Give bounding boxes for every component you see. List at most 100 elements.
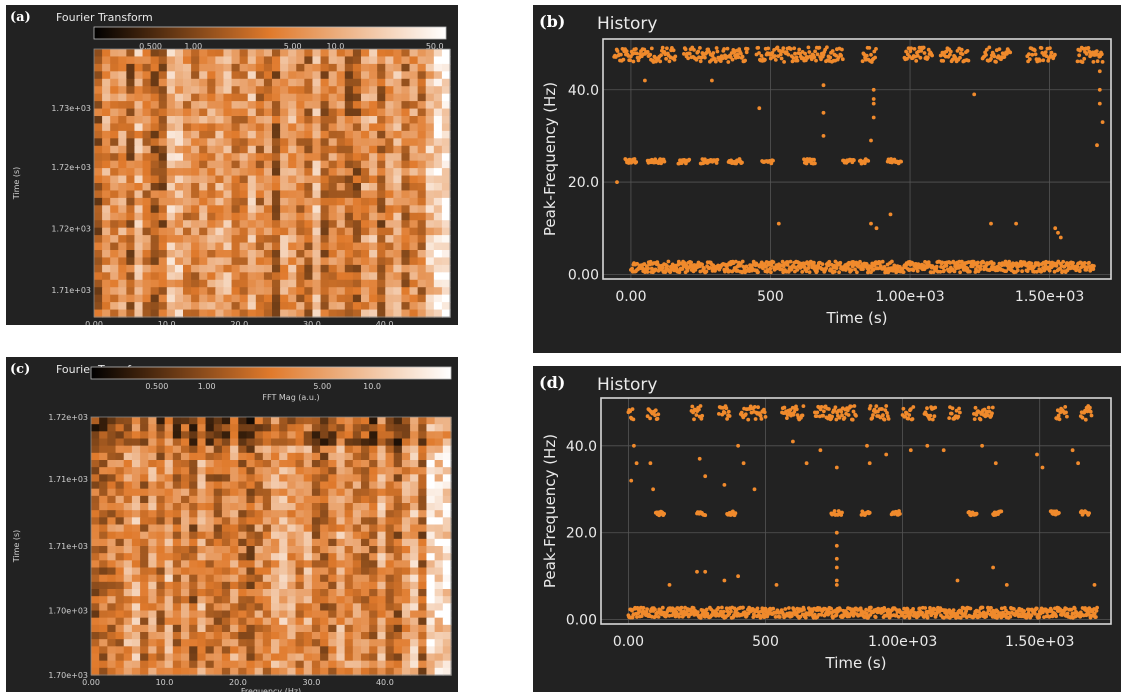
heatmap-cell — [393, 481, 403, 490]
data-point — [813, 49, 817, 54]
panel-label-d: (d) — [539, 373, 565, 392]
heatmap-cell — [230, 452, 239, 461]
heatmap-cell — [262, 646, 272, 655]
heatmap-cell — [434, 581, 444, 590]
heatmap-cell — [426, 431, 436, 440]
heatmap-cell — [123, 581, 133, 590]
heatmap-cell — [262, 460, 272, 468]
heatmap-cell — [393, 510, 403, 518]
data-point — [981, 260, 986, 265]
heatmap-cell — [311, 574, 321, 583]
heatmap-cell — [287, 517, 297, 526]
heatmap-cell — [320, 287, 330, 296]
heatmap-cell — [115, 510, 125, 518]
heatmap-cell — [107, 653, 117, 662]
heatmap-cell — [158, 183, 168, 192]
y-tick-label: 1.70e+03 — [48, 671, 88, 680]
heatmap-cell — [246, 617, 256, 626]
heatmap-cell — [401, 287, 411, 296]
heatmap-cell — [150, 116, 160, 125]
heatmap-cell — [369, 197, 378, 206]
heatmap-cell — [385, 474, 395, 483]
heatmap-cell — [262, 632, 272, 640]
heatmap-cell — [442, 531, 452, 540]
heatmap-cell — [126, 250, 136, 259]
heatmap-cell — [296, 309, 305, 318]
heatmap-cell — [344, 452, 354, 461]
heatmap-cell — [352, 481, 362, 490]
heatmap-cell — [102, 287, 111, 296]
heatmap-cell — [99, 510, 108, 518]
heatmap-cell — [369, 546, 378, 554]
heatmap-cell — [126, 49, 136, 58]
heatmap-cell — [272, 145, 281, 154]
heatmap-cell — [418, 474, 428, 483]
heatmap-cell — [150, 63, 160, 72]
data-point — [926, 55, 930, 60]
data-point — [752, 487, 757, 492]
heatmap-cell — [418, 639, 428, 647]
heatmap-cell — [417, 227, 427, 236]
heatmap-cell — [409, 235, 419, 244]
heatmap-cell — [254, 596, 264, 604]
heatmap-cell — [344, 517, 354, 526]
heatmap-cell — [156, 538, 166, 547]
heatmap-cell — [197, 503, 207, 511]
heatmap-cell — [344, 574, 354, 583]
heatmap-cell — [247, 197, 257, 206]
heatmap-cell — [426, 632, 436, 640]
heatmap-cell — [377, 639, 387, 647]
data-point — [1007, 259, 1012, 264]
heatmap-cell — [142, 86, 152, 95]
heatmap-cell — [344, 116, 354, 125]
heatmap-cell — [247, 205, 257, 214]
heatmap-cell — [158, 175, 168, 184]
data-point — [948, 49, 953, 54]
heatmap-cell — [191, 145, 200, 154]
data-point — [955, 578, 960, 583]
heatmap-cell — [336, 190, 346, 199]
heatmap-cell — [369, 574, 378, 583]
heatmap-cell — [385, 250, 394, 259]
heatmap-cell — [247, 190, 257, 199]
colorbar-tick-label: 10.0 — [363, 382, 381, 391]
heatmap-cell — [254, 553, 264, 561]
heatmap-cell — [320, 531, 329, 540]
heatmap-cell — [417, 123, 427, 132]
heatmap-cell — [401, 93, 411, 102]
heatmap-cell — [254, 632, 264, 640]
heatmap-cell — [255, 116, 265, 125]
heatmap-cell — [311, 488, 321, 497]
heatmap-cell — [148, 639, 158, 647]
heatmap-cell — [401, 309, 411, 318]
heatmap-cell — [142, 279, 152, 288]
heatmap-cell — [213, 603, 223, 612]
heatmap-cell — [287, 603, 297, 612]
heatmap-cell — [238, 667, 248, 676]
heatmap-cell — [336, 56, 346, 65]
heatmap-cell — [320, 596, 329, 604]
data-point — [861, 267, 865, 271]
heatmap-cell — [247, 279, 257, 288]
heatmap-cell — [107, 424, 117, 432]
heatmap-cell — [223, 138, 233, 147]
heatmap-cell — [280, 302, 289, 311]
data-point — [692, 48, 696, 52]
heatmap-cell — [393, 589, 403, 597]
heatmap-cell — [164, 538, 174, 547]
colorbar-a — [93, 26, 447, 40]
data-point — [807, 50, 812, 54]
heatmap-cell — [410, 610, 419, 619]
heatmap-cell — [442, 567, 452, 576]
heatmap-cell — [99, 553, 108, 561]
heatmap-cell — [255, 86, 265, 95]
data-point — [1076, 461, 1080, 466]
heatmap-cell — [369, 667, 378, 676]
data-point — [992, 54, 997, 59]
heatmap-cell — [352, 531, 362, 540]
heatmap-cell — [377, 235, 386, 244]
heatmap-cell — [94, 190, 103, 199]
heatmap-cell — [328, 123, 338, 132]
heatmap-cell — [352, 603, 362, 612]
heatmap-cell — [189, 653, 198, 662]
